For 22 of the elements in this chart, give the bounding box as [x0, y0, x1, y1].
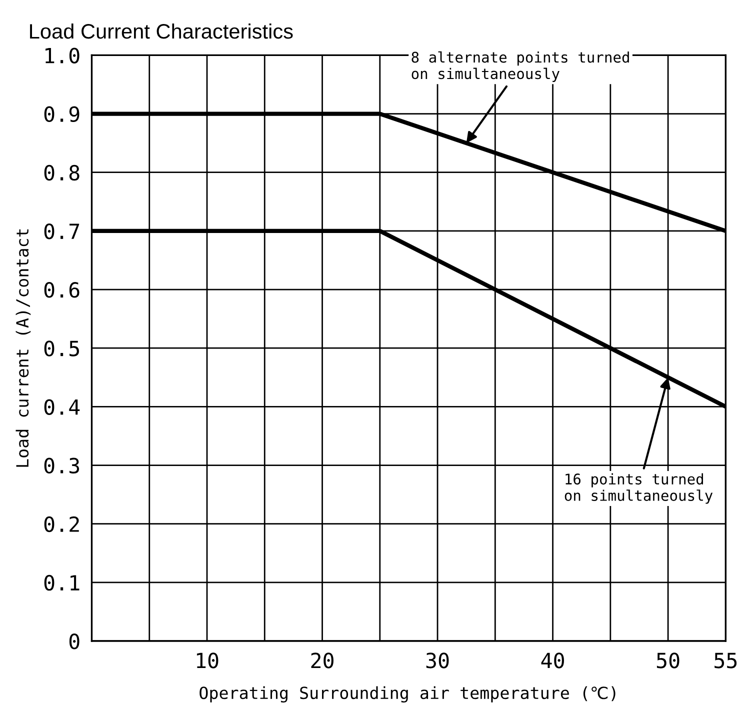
chart-title: Load Current Characteristics — [30, 23, 293, 39]
x-tick-label: 50 — [656, 652, 680, 668]
y-tick-label: 0 — [69, 634, 80, 650]
x-tick-label: 55 — [714, 652, 737, 668]
annotation: 8 alternate points turned on simultaneously — [412, 51, 629, 82]
x-tick-label: 40 — [541, 652, 564, 668]
y-tick-label: 0.4 — [44, 399, 80, 415]
y-tick-label: 0.7 — [44, 223, 80, 240]
annotation: 16 points turned on simultaneously — [564, 473, 713, 504]
y-tick-label: 0.2 — [44, 516, 79, 532]
y-tick-label: 0.9 — [44, 106, 80, 122]
y-tick-label: 0.3 — [44, 458, 80, 474]
x-tick-label: 10 — [196, 652, 218, 668]
y-tick-label: 0.5 — [44, 340, 79, 356]
x-tick-label: 20 — [311, 652, 334, 668]
y-tick-label: 0.8 — [44, 164, 80, 181]
x-axis-title: Operating Surrounding air temperature (℃) — [200, 686, 616, 703]
x-tick-label: 30 — [426, 652, 449, 668]
y-tick-label: 1.0 — [46, 48, 80, 64]
y-axis-title: Load current (A)/contact — [16, 229, 31, 467]
y-tick-label: 0.1 — [44, 574, 80, 591]
y-tick-label: 0.6 — [44, 282, 80, 298]
